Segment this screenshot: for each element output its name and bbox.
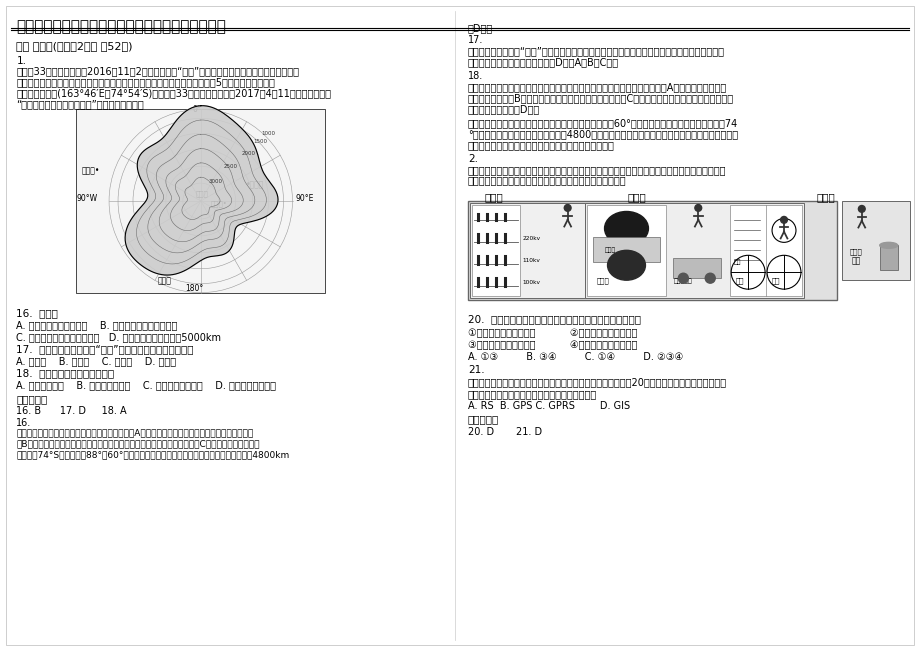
- Bar: [879, 245, 897, 270]
- Text: 管廸: 管廸: [851, 256, 860, 265]
- Bar: [841, 201, 909, 280]
- Text: 2.: 2.: [468, 154, 478, 164]
- Text: 城市地下综合管廘是近年来城市建设的先进理念，是把设在地上架空或地下铺设的各类公用管线集中: 城市地下综合管廘是近年来城市建设的先进理念，是把设在地上架空或地下铺设的各类公用…: [468, 165, 726, 174]
- Text: 污水: 污水: [733, 260, 741, 265]
- Text: 参考答案：: 参考答案：: [468, 415, 499, 424]
- Bar: [468, 201, 836, 300]
- Bar: [730, 204, 801, 296]
- Text: 16.  难言岛: 16. 难言岛: [17, 308, 58, 318]
- Ellipse shape: [879, 242, 897, 248]
- Text: 站、中山站、泰山站、昆仑站和南极海域进行了海陆空立体协同考察。中国第5个南极考察站就选在: 站、中山站、泰山站、昆仑站和南极海域进行了海陆空立体协同考察。中国第5个南极考察…: [17, 77, 275, 87]
- Text: 检修车通道: 检修车通道: [673, 279, 691, 284]
- Text: 16. B      17. D     18. A: 16. B 17. D 18. A: [17, 406, 127, 415]
- Text: 江西省吉安市高吉阳级中学高二地理联考试卷含解析: 江西省吉安市高吉阳级中学高二地理联考试卷含解析: [17, 20, 226, 35]
- Ellipse shape: [607, 251, 645, 280]
- Polygon shape: [125, 105, 278, 275]
- Ellipse shape: [604, 212, 648, 245]
- Text: 100kv: 100kv: [522, 280, 540, 284]
- Text: 电力舱: 电力舱: [484, 193, 503, 202]
- Text: A. 年降水量增加    B. 臭氧层空洞缩小    C. 企鹅数量明显增加    D. 洪涝灾害频率增加: A. 年降水量增加 B. 臭氧层空洞缩小 C. 企鹅数量明显增加 D. 洪涝灾害…: [17, 380, 276, 390]
- Text: 维修等工作，与这一系统最相似的地理信息技术是: 维修等工作，与这一系统最相似的地理信息技术是: [468, 389, 596, 398]
- Circle shape: [563, 204, 571, 212]
- Text: °，直线距离更短，大约估算一定小于4800千米。南极极地东风是东南风，船上的国旗始终飘向西北: °，直线距离更短，大约估算一定小于4800千米。南极极地东风是东南风，船上的国旗…: [468, 129, 737, 139]
- Text: 我国第33次南极考察队于2016年11月2日从上海乘坐“雪龙”号起航执行南极考察任务。先后在长城: 我国第33次南极考察队于2016年11月2日从上海乘坐“雪龙”号起航执行南极考察…: [17, 66, 299, 76]
- Bar: [470, 202, 584, 298]
- Text: 综合舱: 综合舱: [627, 193, 645, 202]
- Text: 热力管: 热力管: [596, 277, 608, 284]
- Circle shape: [857, 206, 864, 212]
- Text: 0°: 0°: [192, 105, 201, 115]
- Circle shape: [677, 273, 687, 283]
- Text: “南极大陆等高线分布示意图”，完成下列问题。: “南极大陆等高线分布示意图”，完成下列问题。: [17, 99, 144, 109]
- Text: 180°: 180°: [186, 284, 204, 293]
- Text: A. ①③         B. ③④         C. ①④         D. ②③④: A. ①③ B. ③④ C. ①④ D. ②③④: [468, 352, 683, 362]
- Text: ③有效利用道路地下空间           ④降低工程管线铺设成本: ③有效利用道路地下空间 ④降低工程管线铺设成本: [468, 340, 637, 350]
- Text: 点睛：海拔更高，大气透明度更好，利于进行天文观测。60°纬线长度是赤道的一半，两地纬度约74: 点睛：海拔更高，大气透明度更好，利于进行天文观测。60°纬线长度是赤道的一半，两…: [468, 118, 737, 128]
- Text: 1.: 1.: [17, 56, 27, 66]
- Text: 1000: 1000: [261, 131, 276, 136]
- Text: 天然气: 天然气: [816, 193, 834, 202]
- Text: 难言岛: 难言岛: [158, 276, 172, 285]
- Text: 20.  相对传统的工程管线铺设，城市地下综合管廘的优势是: 20. 相对传统的工程管线铺设，城市地下综合管廘的优势是: [468, 314, 641, 324]
- Text: 110kv: 110kv: [522, 258, 540, 263]
- Bar: [592, 238, 660, 262]
- Circle shape: [705, 273, 714, 283]
- Text: 1500: 1500: [254, 139, 267, 144]
- Text: 泰山站•: 泰山站•: [210, 201, 227, 207]
- Text: 2500: 2500: [223, 163, 237, 169]
- Text: 根据图示经纬网，难言岛位于长城站的西南方向，A错。纬度比中山站高，全年极昼天数较中山站多: 根据图示经纬网，难言岛位于长城站的西南方向，A错。纬度比中山站高，全年极昼天数较…: [17, 428, 254, 437]
- Bar: [586, 204, 665, 296]
- Bar: [76, 109, 325, 293]
- Text: 3000: 3000: [209, 178, 222, 184]
- Text: C. 天文观测条件较昆仑站优越   D. 与泰山站的直线距离劙5000km: C. 天文观测条件较昆仑站优越 D. 与泰山站的直线距离劙5000km: [17, 332, 221, 342]
- Text: ，D错。: ，D错。: [468, 23, 493, 33]
- Text: 21.: 21.: [468, 365, 484, 375]
- Text: 90°E: 90°E: [295, 193, 313, 202]
- Text: ，B对。昆仑站海拔更高，大气透明度更好，天文观测条件不如昆仑站优越，C错。该地纬度与泰山站: ，B对。昆仑站海拔更高，大气透明度更好，天文观测条件不如昆仑站优越，C错。该地纬…: [17, 439, 259, 449]
- Text: 在南极海域考察时，“雪龙”号科考船航行在南极沿海海域，受极地东风影响，南极极地东风是东南: 在南极海域考察时，“雪龙”号科考船航行在南极沿海海域，受极地东风影响，南极极地东…: [468, 46, 724, 56]
- Text: 17.  在南极海域考察时，“雪龙”号科考船上的国旗始终飘向: 17. 在南极海域考察时，“雪龙”号科考船上的国旗始终飘向: [17, 344, 194, 354]
- Text: 长城站•: 长城站•: [81, 167, 99, 176]
- Text: 20. D       21. D: 20. D 21. D: [468, 426, 541, 437]
- Text: 2000: 2000: [242, 151, 255, 156]
- Text: 17.: 17.: [468, 35, 482, 45]
- Bar: [673, 258, 720, 278]
- Text: 18.: 18.: [468, 71, 482, 81]
- Text: 18.  受全球变暖影响，南极大陆: 18. 受全球变暖影响，南极大陆: [17, 368, 114, 378]
- Text: A. RS  B. GPS C. GPRS        D. GIS: A. RS B. GPS C. GPRS D. GIS: [468, 400, 630, 411]
- Text: 16.: 16.: [17, 417, 31, 428]
- Text: 通信: 通信: [734, 277, 743, 284]
- Text: 参考答案：: 参考答案：: [17, 394, 48, 404]
- Bar: [471, 204, 519, 296]
- Text: 天然气: 天然气: [849, 249, 862, 255]
- Text: 罗斯海的难言岛(163°46′E，74°54′S)。我国第33次南极考察队已于2017年4月11日返回上海。读: 罗斯海的难言岛(163°46′E，74°54′S)。我国第33次南极考察队已于2…: [17, 88, 331, 98]
- Text: 90°W: 90°W: [77, 193, 98, 202]
- Text: ①受地形地质条件限制少           ②提高工程管线使用寿命: ①受地形地质条件限制少 ②提高工程管线使用寿命: [468, 328, 637, 338]
- Text: 给水: 给水: [771, 277, 779, 284]
- Bar: [584, 202, 803, 298]
- Circle shape: [694, 204, 701, 212]
- Text: A. 东北方    B. 西南方    C. 东南方    D. 西北方: A. 东北方 B. 西南方 C. 东南方 D. 西北方: [17, 356, 176, 366]
- Text: 昆仑站: 昆仑站: [196, 191, 209, 197]
- Text: 热力管: 热力管: [604, 247, 615, 253]
- Text: 一、 选择题(每小题2分， 入52分): 一、 选择题(每小题2分， 入52分): [17, 41, 132, 51]
- Circle shape: [780, 217, 787, 223]
- Text: ，只能叫洪涝现象，D错。: ，只能叫洪涝现象，D错。: [468, 104, 539, 114]
- Text: 借助先进的信息管理平台建立城市地下综合管廘信息系统，可以20多种管线进行信息查询、管理与: 借助先进的信息管理平台建立城市地下综合管廘信息系统，可以20多种管线进行信息查询…: [468, 377, 726, 387]
- Text: 220kv: 220kv: [522, 236, 540, 241]
- Text: 容纳于一体并预留检修空间的地下隙道。该图完成下面小题。: 容纳于一体并预留检修空间的地下隙道。该图完成下面小题。: [468, 176, 626, 186]
- Text: 相近，约74°S，经度差约88°，60°纬线长度是赤道的一半，与泰山站的直线距离一定小于4800km: 相近，约74°S，经度差约88°，60°纬线长度是赤道的一半，与泰山站的直线距离…: [17, 450, 289, 460]
- Text: A. 位于长城站的东南方向    B. 全年极昼天数较中山站多: A. 位于长城站的东南方向 B. 全年极昼天数较中山站多: [17, 320, 177, 330]
- Text: 臭氧层空洞大小，B错。生存环境变化，企鹅数量可能减少，C错。没有生命财产损失，没有洪涝灾害: 臭氧层空洞大小，B错。生存环境变化，企鹅数量可能减少，C错。没有生命财产损失，没…: [468, 93, 733, 103]
- Text: 方。没有生命财产损失，不叫自然灾害，只叫自然现象。: 方。没有生命财产损失，不叫自然灾害，只叫自然现象。: [468, 140, 614, 150]
- Text: 受全球变暖影响，南极大陆冰川融化，大气中水汽含量增加，年降水量增加，A对。全球变暖不影响: 受全球变暖影响，南极大陆冰川融化，大气中水汽含量增加，年降水量增加，A对。全球变…: [468, 82, 726, 92]
- Text: 风，船上的国旗始终飘向西北方，D对，A、B、C错。: 风，船上的国旗始终飘向西北方，D对，A、B、C错。: [468, 57, 618, 67]
- Text: •中山站: •中山站: [245, 180, 264, 189]
